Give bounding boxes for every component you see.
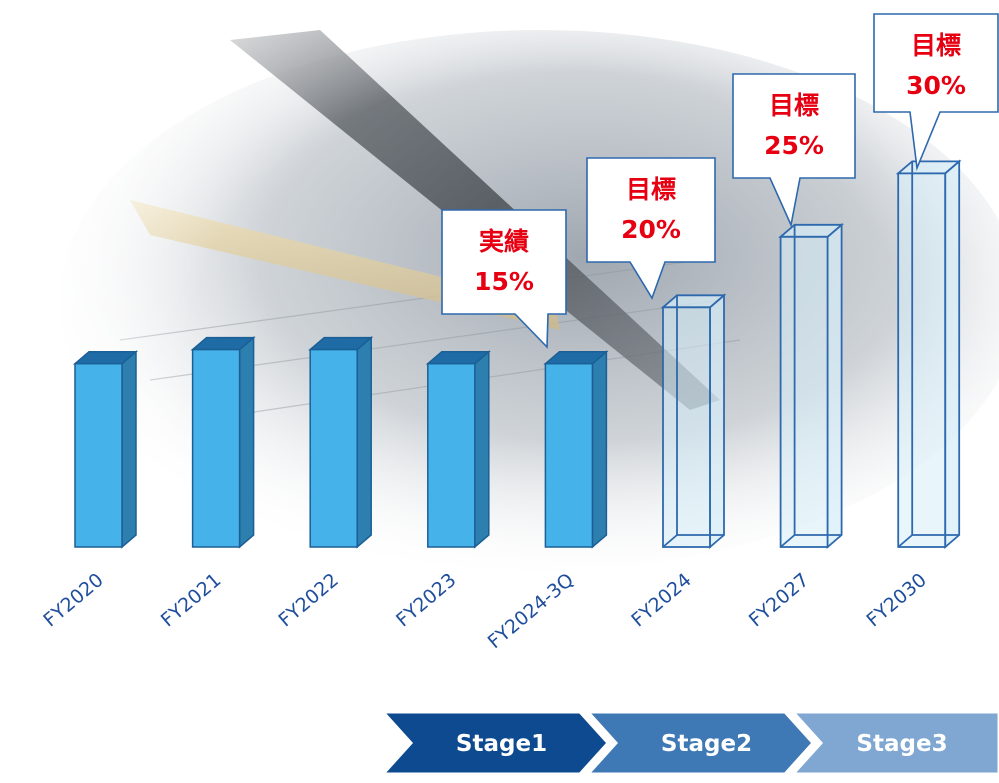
bar-side-face — [356, 335, 372, 549]
callouts-group: 実績 15% 目標 20% 目標 25% 目標 30% — [441, 13, 999, 349]
bar-front-face — [544, 362, 594, 548]
stage-chevron — [584, 710, 816, 776]
bar-front-face — [662, 306, 711, 548]
bar-front-face — [427, 362, 476, 548]
bar-front-face — [74, 362, 123, 548]
bar-front-face — [191, 348, 241, 548]
bar — [308, 335, 374, 549]
callout: 目標 30% — [873, 13, 999, 172]
bar — [425, 350, 491, 549]
bar-back-edge — [780, 534, 796, 548]
bar — [543, 350, 609, 549]
stage-label: Stage2 — [661, 731, 752, 757]
bar-side-face — [944, 159, 961, 549]
bars-group — [72, 159, 962, 549]
callout-box — [586, 157, 716, 300]
callout-label: 目標 — [769, 91, 819, 120]
callout-box — [732, 73, 856, 228]
bar-side-face — [238, 335, 255, 549]
bar-side-face — [474, 350, 490, 549]
bar — [660, 293, 727, 549]
callout-value: 15% — [474, 267, 534, 296]
stage-arrow: Stage3 — [789, 710, 999, 776]
callout: 目標 20% — [586, 157, 716, 300]
bar — [72, 350, 139, 549]
bar-front-face — [779, 235, 829, 548]
bar-back-edge — [662, 534, 678, 548]
stage-arrow: Stage2 — [584, 710, 816, 776]
bar — [895, 159, 962, 549]
stage-label: Stage3 — [856, 731, 947, 757]
callout-label: 目標 — [626, 175, 676, 204]
callout: 実績 15% — [441, 209, 567, 349]
stage-chevron — [379, 710, 611, 776]
callout: 目標 25% — [732, 73, 856, 228]
bar-side-face — [709, 293, 725, 549]
bar — [778, 222, 845, 549]
stage-arrow: Stage1 — [379, 710, 611, 776]
bar-front-face — [309, 348, 358, 548]
callout-box — [873, 13, 999, 172]
bar-back-edge — [897, 534, 913, 548]
stage-chevron — [789, 710, 999, 776]
callout-label: 実績 — [479, 227, 529, 256]
bar — [190, 335, 256, 549]
bar-side-face — [826, 222, 843, 549]
callout-box — [441, 209, 567, 349]
callout-value: 25% — [764, 131, 824, 160]
callout-value: 20% — [621, 215, 681, 244]
bar-side-face — [591, 350, 608, 549]
callout-value: 30% — [906, 71, 966, 100]
bar-side-face — [121, 350, 137, 549]
callout-label: 目標 — [911, 31, 961, 60]
bar-front-face — [897, 172, 947, 548]
stage-arrows: Stage1 Stage2 Stage3 — [379, 710, 999, 776]
stage-label: Stage1 — [456, 731, 547, 757]
